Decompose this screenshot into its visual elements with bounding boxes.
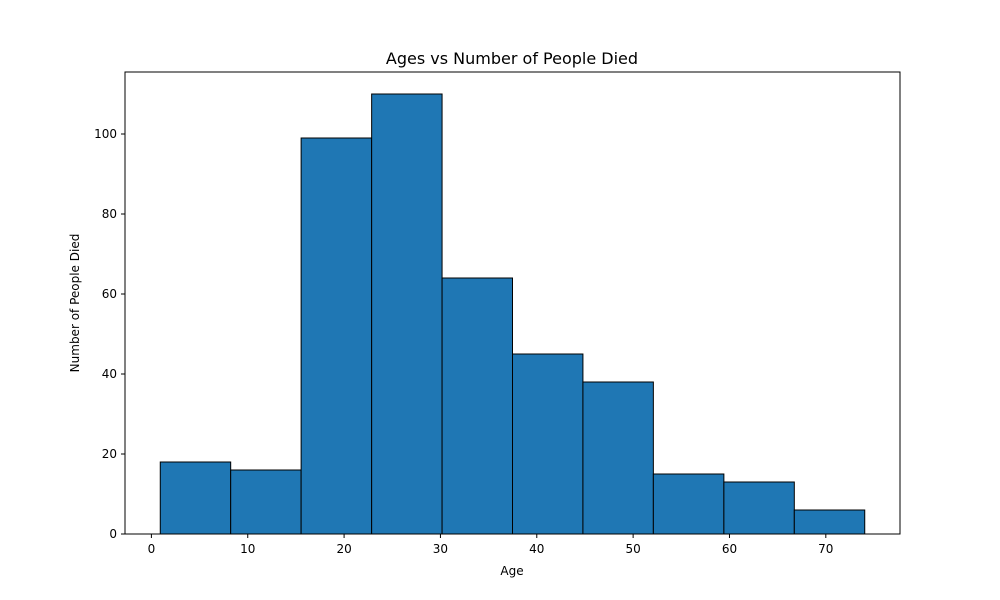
bars-group bbox=[159, 93, 866, 535]
histogram-bar-5 bbox=[512, 353, 584, 535]
x-axis-label: Age bbox=[500, 564, 523, 578]
x-tick-label: 30 bbox=[433, 542, 448, 556]
histogram-bar-0 bbox=[159, 461, 232, 535]
x-axis-ticks: 0 10 20 30 40 50 60 70 bbox=[148, 534, 833, 556]
y-tick-label: 0 bbox=[109, 527, 117, 541]
x-tick-label: 20 bbox=[336, 542, 351, 556]
y-axis-label: Number of People Died bbox=[68, 234, 82, 373]
histogram-bar-8 bbox=[723, 481, 795, 535]
y-tick-label: 80 bbox=[102, 207, 117, 221]
y-axis-ticks: 0 20 40 60 80 100 bbox=[94, 127, 125, 541]
histogram-bar-9 bbox=[793, 509, 866, 535]
histogram-bar-4 bbox=[441, 277, 513, 535]
histogram-bar-6 bbox=[582, 381, 654, 535]
x-tick-label: 0 bbox=[148, 542, 156, 556]
y-tick-label: 100 bbox=[94, 127, 117, 141]
histogram-bar-2 bbox=[300, 137, 373, 535]
y-tick-label: 60 bbox=[102, 287, 117, 301]
x-tick-label: 10 bbox=[240, 542, 255, 556]
chart-title: Ages vs Number of People Died bbox=[386, 49, 638, 68]
y-tick-label: 20 bbox=[102, 447, 117, 461]
plot-frame bbox=[124, 71, 901, 535]
y-tick-label: 40 bbox=[102, 367, 117, 381]
x-tick-label: 50 bbox=[625, 542, 640, 556]
x-tick-label: 40 bbox=[529, 542, 544, 556]
x-tick-label: 70 bbox=[818, 542, 833, 556]
histogram-bar-1 bbox=[230, 469, 302, 535]
histogram-bar-7 bbox=[652, 473, 725, 535]
histogram-bar-3 bbox=[371, 93, 443, 535]
x-tick-label: 60 bbox=[722, 542, 737, 556]
